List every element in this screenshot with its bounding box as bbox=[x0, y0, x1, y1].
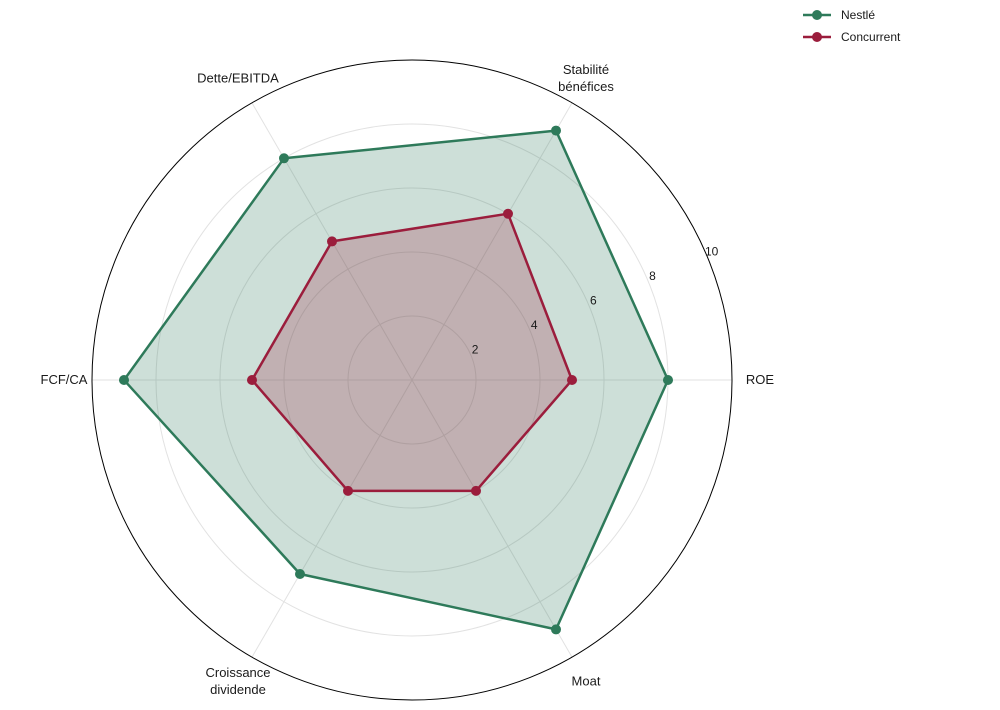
legend-marker-1 bbox=[812, 32, 822, 42]
series-point-1-1 bbox=[503, 208, 513, 219]
category-label: ROE bbox=[746, 372, 775, 387]
category-label: Dette/EBITDA bbox=[197, 71, 279, 86]
grid-spoke bbox=[411, 379, 573, 658]
legend: Nestlé Concurrent bbox=[803, 8, 901, 44]
series-point-0-4 bbox=[295, 568, 305, 579]
series-point-0-2 bbox=[279, 153, 289, 164]
legend-marker-0 bbox=[812, 10, 822, 20]
series-point-1-5 bbox=[471, 485, 481, 496]
category-label: FCF/CA bbox=[41, 372, 88, 387]
r-tick-label: 4 bbox=[531, 318, 538, 332]
series-layer bbox=[91, 59, 733, 701]
r-tick-label: 2 bbox=[472, 343, 479, 357]
grid-spoke bbox=[251, 379, 413, 658]
series-point-1-0 bbox=[567, 375, 577, 385]
grid-spoke bbox=[411, 102, 573, 381]
category-label: Moat bbox=[572, 673, 601, 688]
category-label: Stabilité bénéfices bbox=[558, 62, 614, 94]
series-point-1-3 bbox=[247, 375, 257, 385]
series-point-1-4 bbox=[343, 485, 353, 496]
series-point-0-5 bbox=[551, 624, 561, 635]
r-tick-label: 10 bbox=[705, 245, 719, 259]
label-layer: 2 4 6 8 10 ROE Stabilité bénéfices Dette/EBITDA F… bbox=[41, 62, 775, 697]
series-point-0-1 bbox=[551, 125, 561, 136]
series-point-0-3 bbox=[119, 375, 129, 385]
category-label: Croissance dividende bbox=[205, 665, 270, 697]
legend-label-1: Concurrent bbox=[841, 30, 901, 44]
outer-frame bbox=[91, 59, 733, 701]
r-tick-label: 6 bbox=[590, 294, 597, 308]
series-point-0-0 bbox=[663, 375, 673, 385]
series-point-1-2 bbox=[327, 236, 337, 247]
r-tick-label: 8 bbox=[649, 269, 656, 283]
legend-label-0: Nestlé bbox=[841, 8, 875, 22]
